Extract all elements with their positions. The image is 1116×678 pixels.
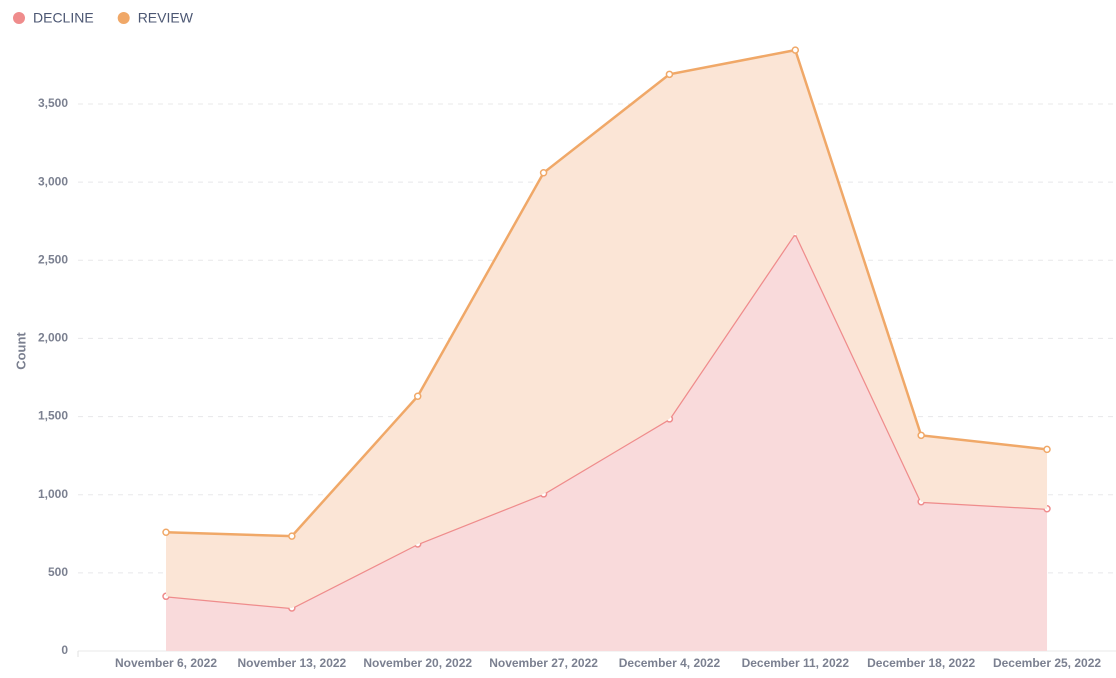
legend-marker <box>13 12 25 24</box>
legend-marker <box>117 12 130 24</box>
y-tick-label: 0 <box>61 643 68 657</box>
y-tick-label: 1,500 <box>38 409 68 423</box>
area <box>166 232 1048 652</box>
y-tick-label: 3,500 <box>38 96 68 110</box>
y-tick-label: 3,000 <box>38 174 68 188</box>
line <box>165 48 1048 538</box>
x-tick-label: December 4, 2022 <box>619 656 721 670</box>
y-tick-label: 1,000 <box>38 487 68 501</box>
area <box>166 50 1048 609</box>
point <box>162 528 170 536</box>
point <box>1043 445 1051 454</box>
legend-label: REVIEW <box>138 10 194 26</box>
point <box>539 169 548 177</box>
y-axis-label: Count <box>13 332 28 370</box>
point <box>413 392 422 401</box>
x-tick-label: November 27, 2022 <box>489 656 598 670</box>
point <box>917 431 925 440</box>
point <box>791 46 800 54</box>
point <box>665 70 674 79</box>
y-tick-label: 2,500 <box>38 252 68 266</box>
y-tick-label: 2,000 <box>38 331 68 345</box>
legend-label: DECLINE <box>33 10 94 26</box>
y-tick-label: 500 <box>48 565 68 579</box>
x-tick-label: November 20, 2022 <box>363 656 472 670</box>
point <box>288 532 296 540</box>
x-tick-label: December 18, 2022 <box>867 656 975 670</box>
x-tick-label: December 11, 2022 <box>742 656 850 670</box>
x-tick-label: December 25, 2022 <box>993 656 1101 670</box>
x-tick-label: November 13, 2022 <box>237 656 346 670</box>
x-tick-label: November 6, 2022 <box>115 656 217 670</box>
